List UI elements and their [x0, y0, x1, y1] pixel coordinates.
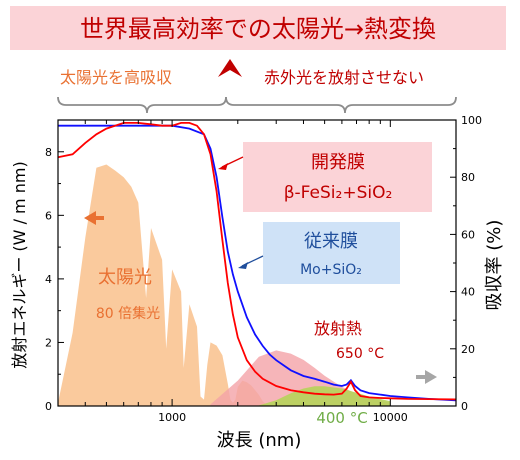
y-right-tick-label: 80	[461, 171, 475, 184]
conventional-pointer-arrowhead-icon	[238, 262, 248, 269]
developed-legend-box	[243, 142, 432, 212]
subhead-right: 赤外光を放射させない	[264, 68, 424, 87]
developed-absorptance-line	[57, 122, 457, 401]
y-right-tick-label: 20	[461, 343, 475, 356]
developed-legend-title: 開発膜	[311, 152, 365, 173]
sun-label: 太陽光	[98, 267, 152, 288]
fill-layer	[58, 164, 391, 406]
developed-pointer-arrowhead-icon	[218, 163, 228, 170]
y-right-tick-label: 60	[461, 228, 475, 241]
title-text: 世界最高効率での太陽光→熱変換	[80, 15, 436, 43]
brace-right	[225, 96, 457, 114]
brace-left	[57, 96, 227, 114]
line-layer	[57, 122, 457, 402]
left-axis-arrow-icon	[84, 211, 104, 225]
subhead-left: 太陽光を高吸収	[60, 68, 172, 87]
x-tick-label: 1000	[158, 411, 186, 424]
y-left-tick-label: 8	[45, 146, 52, 159]
temp-hot-label: 650 °C	[336, 346, 384, 362]
y-left-tick-label: 6	[45, 209, 52, 222]
temp-cool-label: 400 °C	[316, 409, 367, 427]
y-axis-left-title: 放射エネルギー (W / m nm)	[10, 161, 29, 368]
conventional-legend-subtitle: Mo+SiO₂	[300, 262, 362, 278]
y-left-tick-label: 2	[45, 336, 52, 349]
solar-spectrum-area	[58, 164, 304, 406]
x-axis-title: 波長 (nm)	[217, 430, 302, 451]
up-arrow-icon	[218, 59, 242, 77]
y-left-tick-label: 0	[45, 400, 52, 413]
y-right-tick-label: 40	[461, 286, 475, 299]
radiation-label: 放射熱	[314, 319, 362, 338]
title-banner	[10, 6, 506, 50]
y-left-tick-label: 4	[45, 273, 52, 286]
x-tick-label: 10000	[373, 411, 408, 424]
emission-400-area	[258, 386, 391, 406]
y-right-tick-label: 100	[461, 114, 482, 127]
conventional-legend-box	[263, 222, 400, 284]
y-axis-right-title: 吸収率 (%)	[484, 220, 505, 311]
right-axis-arrow-icon	[416, 370, 437, 384]
conventional-legend-title: 従来膜	[304, 231, 358, 252]
concentration-label: 80 倍集光	[96, 305, 160, 322]
y-right-tick-label: 0	[461, 400, 468, 413]
developed-legend-subtitle: β-FeSi₂+SiO₂	[284, 183, 393, 203]
